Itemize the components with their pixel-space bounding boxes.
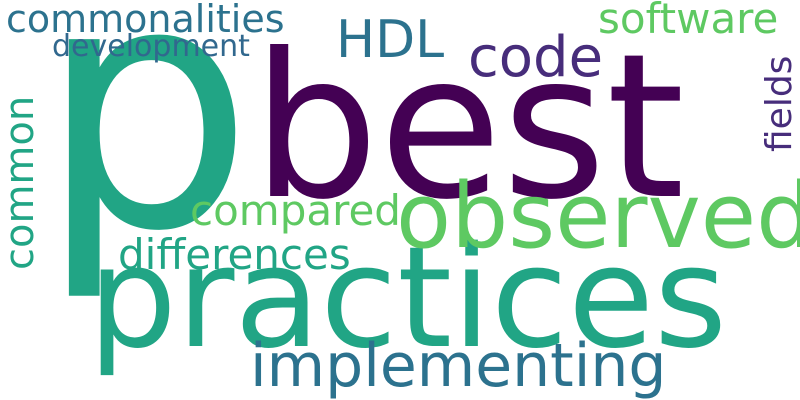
word-observed: observed [396, 164, 800, 269]
word-fields: fields [759, 55, 800, 152]
word-hdl: HDL [336, 10, 445, 70]
word-best: best [252, 11, 685, 244]
word-practices: practices [88, 217, 728, 380]
word-p: p [38, 0, 254, 306]
word-compared: compared [190, 186, 401, 235]
word-development: development [52, 29, 250, 64]
word-implementing: implementing [250, 331, 667, 400]
word-commonalities: commonalities [6, 0, 285, 41]
word-differences: differences [118, 230, 351, 279]
word-common: common [0, 95, 43, 270]
word-software: software [598, 0, 779, 43]
word-code: code [468, 25, 604, 90]
